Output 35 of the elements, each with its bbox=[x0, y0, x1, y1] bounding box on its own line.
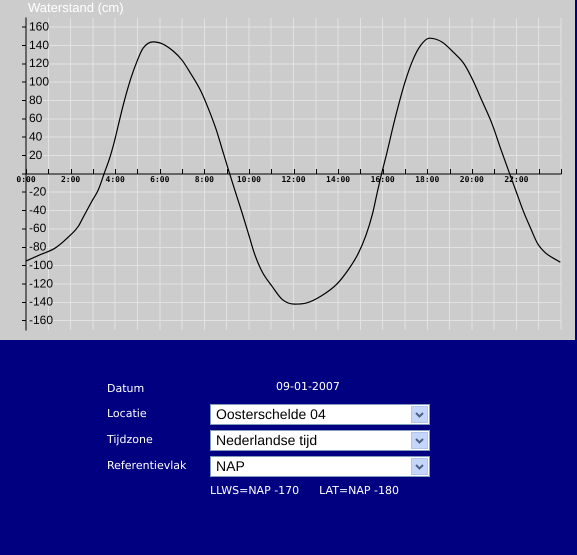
text: Tijdzone bbox=[107, 433, 153, 446]
x-tick-label: 12:00 bbox=[281, 174, 306, 184]
y-tick-label: -80 bbox=[29, 240, 47, 254]
x-tick-label: 6:00 bbox=[150, 174, 170, 184]
y-tick-label: -140 bbox=[29, 294, 54, 309]
y-tick-label: -40 bbox=[29, 202, 47, 217]
y-tick-label: 80 bbox=[29, 92, 43, 107]
x-tick-label: 8:00 bbox=[194, 174, 214, 184]
text: LLWS=NAP -170 bbox=[210, 484, 300, 497]
y-tick-label: 160 bbox=[29, 19, 50, 34]
x-tick-label: 14:00 bbox=[326, 174, 350, 184]
y-tick-label: -100 bbox=[29, 258, 54, 272]
dropdown-field: Nederlandse tijd bbox=[210, 430, 430, 451]
y-tick-label: 20 bbox=[29, 148, 43, 162]
y-tick-label: -60 bbox=[29, 221, 47, 236]
x-tick-label: 4:00 bbox=[106, 174, 125, 184]
y-tick-label: 140 bbox=[29, 38, 50, 52]
text: Locatie bbox=[107, 407, 147, 420]
dropdown-field: NAP bbox=[210, 456, 430, 477]
text: Referentievlak bbox=[107, 459, 186, 472]
y-tick-label: 60 bbox=[29, 111, 43, 126]
x-tick-label: 20:00 bbox=[460, 174, 484, 184]
x-tick-label: 2:00 bbox=[60, 174, 80, 184]
y-tick-label: -160 bbox=[29, 312, 54, 327]
text: 09-01-2007 bbox=[276, 380, 340, 393]
y-tick-label: 40 bbox=[29, 130, 43, 144]
x-tick-label: 18:00 bbox=[415, 174, 440, 184]
text: Datum bbox=[107, 382, 144, 395]
y-tick-label: -20 bbox=[29, 184, 47, 199]
y-tick-label: -120 bbox=[29, 276, 54, 290]
y-tick-label: 120 bbox=[29, 56, 50, 70]
dropdown-field: Oosterschelde 04 bbox=[210, 404, 430, 425]
x-tick-label: 10:00 bbox=[236, 174, 262, 184]
text: LAT=NAP -180 bbox=[319, 484, 400, 497]
y-tick-label: 100 bbox=[29, 74, 50, 89]
